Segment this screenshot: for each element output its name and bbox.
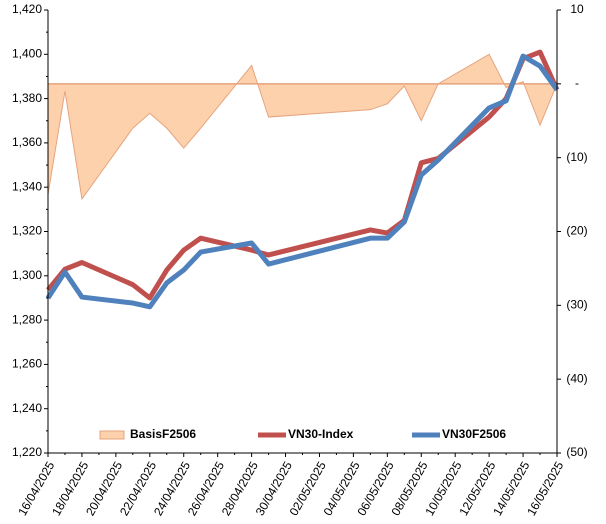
y2-tick-label: (30) (566, 298, 587, 312)
y-tick-label: 1,300 (12, 268, 42, 282)
y-tick-label: 1,280 (12, 312, 42, 326)
y2-tick-label: (10) (566, 150, 587, 164)
legend-label: BasisF2506 (130, 427, 196, 441)
y-tick-label: 1,360 (12, 135, 42, 149)
y-tick-label: 1,240 (12, 401, 42, 415)
y-tick-label: 1,420 (12, 2, 42, 16)
y2-tick-label: (40) (566, 371, 587, 385)
line-series (45, 53, 560, 310)
y-tick-label: 1,380 (12, 91, 42, 105)
y-tick-label: 1,220 (12, 445, 42, 459)
y2-tick-label: - (575, 76, 579, 90)
y2-tick-label: 10 (570, 2, 584, 16)
y-tick-label: 1,320 (12, 224, 42, 238)
y-tick-label: 1,340 (12, 179, 42, 193)
legend-label: VN30F2506 (442, 427, 506, 441)
legend-swatch (99, 430, 125, 440)
y-tick-label: 1,400 (12, 46, 42, 60)
y2-tick-label: (50) (566, 445, 587, 459)
legend-label: VN30-Index (288, 427, 354, 441)
y2-tick-label: (20) (566, 224, 587, 238)
y-tick-label: 1,260 (12, 357, 42, 371)
